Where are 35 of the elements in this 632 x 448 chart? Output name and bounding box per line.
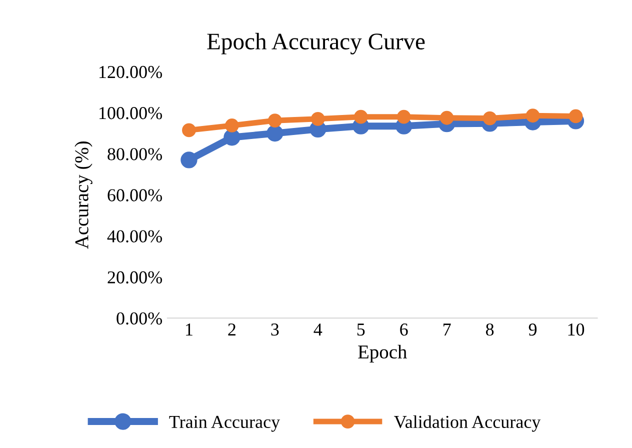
point [568,109,583,124]
point [180,152,198,168]
y-tick-label: 100.00% [100,107,162,120]
chart-title: Epoch Accuracy Curve [207,32,425,54]
y-tick-label: 120.00% [100,66,162,78]
y-tick-label: 60.00% [108,189,162,202]
point [354,110,368,124]
point [440,110,454,125]
point [482,111,497,126]
point [266,124,284,142]
x-tick-label: 6 [400,324,408,336]
x-tick-label: 10 [568,323,584,336]
x-tick-label: 8 [486,323,494,336]
x-tick-label: 3 [271,324,279,336]
point [224,129,240,146]
legend-label: Train Accuracy [169,416,280,432]
x-tick-label: 7 [444,324,451,336]
y-tick-label: 40.00% [107,230,162,242]
point [225,118,239,132]
y-tick-label: 80.00% [108,148,162,160]
x-axis-title: Epoch [358,344,407,363]
legend-label: Validation Accuracy [394,415,541,432]
x-tick-label: 4 [314,324,322,336]
y-tick-label: 0.00% [116,312,162,325]
x-tick-label: 9 [528,324,537,336]
x-tick-label: 2 [228,324,236,336]
point [182,123,196,138]
x-tick-label: 5 [357,324,365,336]
point [396,110,411,124]
x-tick-label: 1 [186,324,192,336]
point [268,114,282,128]
point [526,108,540,123]
y-axis-title: Accuracy (%) [74,141,92,249]
point [310,112,325,126]
y-tick-label: 20.00% [108,271,162,284]
